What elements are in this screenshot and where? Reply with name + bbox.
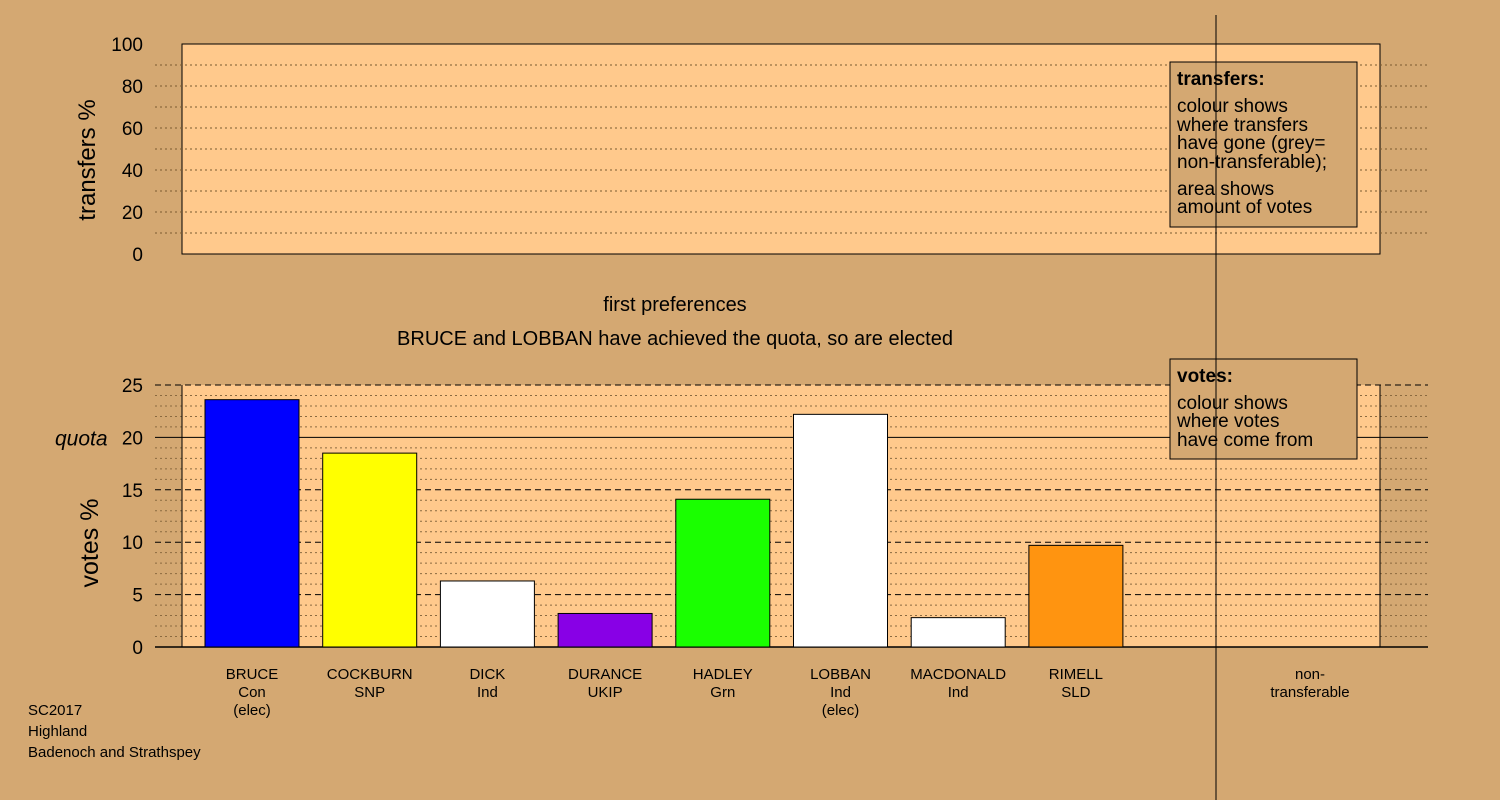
transfers-y-ticks: 0 20 40 60 80 100: [111, 35, 143, 266]
transfers-y-axis-label: transfers %: [74, 99, 101, 220]
y-tick-label: 0: [132, 245, 143, 266]
category-label: Con: [238, 684, 266, 701]
transfers-legend-title: transfers:: [1177, 69, 1265, 90]
transfers-legend-line: non-transferable);: [1177, 152, 1327, 173]
y-tick-label: 20: [122, 428, 143, 449]
bar-cockburn: [322, 452, 418, 648]
transfers-legend-line: have gone (grey=: [1177, 133, 1325, 154]
category-label: (elec): [822, 702, 860, 719]
category-label: (elec): [233, 702, 271, 719]
votes-legend-line: colour shows: [1177, 393, 1288, 414]
transfers-panel: 0 20 40 60 80 100 transfers % transfers: colo…: [74, 35, 1428, 266]
ward-name: Badenoch and Strathspey: [28, 744, 201, 761]
non-transferable-label: transferable: [1270, 684, 1349, 701]
chart-subtitle: BRUCE and LOBBAN have achieved the quota…: [397, 328, 953, 350]
transfers-legend-line: colour shows: [1177, 96, 1288, 117]
transfers-legend: transfers: colour shows where transfers …: [1169, 61, 1358, 228]
votes-legend-line: have come from: [1177, 430, 1313, 451]
chart-title: first preferences: [603, 294, 746, 316]
votes-y-axis-label: votes %: [76, 499, 104, 588]
category-label: BRUCE: [226, 666, 279, 683]
category-label: Ind: [830, 684, 851, 701]
y-tick-label: 25: [122, 376, 143, 397]
bar-macdonald: [910, 617, 1006, 648]
votes-legend-title: votes:: [1177, 366, 1233, 387]
transfers-legend-line: area shows: [1177, 179, 1274, 200]
council-name: Highland: [28, 723, 88, 740]
bar-bruce: [204, 399, 300, 648]
votes-legend-line: where votes: [1176, 411, 1279, 432]
category-label: Grn: [710, 684, 735, 701]
category-label: RIMELL: [1049, 666, 1103, 683]
quota-label: quota: [55, 427, 108, 450]
votes-y-ticks: 0 5 10 15 20 25: [122, 376, 143, 659]
category-label: HADLEY: [693, 666, 753, 683]
category-label: UKIP: [588, 684, 623, 701]
votes-legend-box: [1169, 358, 1358, 460]
y-tick-label: 80: [122, 77, 143, 98]
transfers-legend-box: [1169, 61, 1358, 228]
y-tick-label: 0: [132, 638, 143, 659]
votes-legend: votes: colour shows where votes have com…: [1169, 358, 1358, 460]
y-tick-label: 100: [111, 35, 143, 56]
category-label: Ind: [948, 684, 969, 701]
bar-hadley: [675, 498, 771, 648]
category-label: DICK: [469, 666, 505, 683]
transfers-legend-line: amount of votes: [1177, 197, 1312, 218]
category-label: SNP: [354, 684, 385, 701]
y-tick-label: 15: [122, 481, 143, 502]
votes-category-labels: BRUCECon(elec)COCKBURNSNPDICKIndDURANCEU…: [226, 666, 1103, 719]
non-transferable-label: non-: [1295, 666, 1325, 683]
transfers-legend-line: where transfers: [1176, 115, 1308, 136]
bar-dick: [439, 580, 535, 648]
y-tick-label: 40: [122, 161, 143, 182]
category-label: SLD: [1061, 684, 1090, 701]
bar-durance: [557, 612, 653, 648]
y-tick-label: 10: [122, 533, 143, 554]
election-id: SC2017: [28, 702, 83, 719]
category-label: COCKBURN: [327, 666, 413, 683]
y-tick-label: 60: [122, 119, 143, 140]
votes-bars: [204, 399, 1124, 648]
category-label: Ind: [477, 684, 498, 701]
bar-lobban: [793, 413, 888, 648]
y-tick-label: 5: [132, 586, 143, 607]
category-label: LOBBAN: [810, 666, 871, 683]
bar-rimell: [1028, 544, 1124, 648]
y-tick-label: 20: [122, 203, 143, 224]
category-label: DURANCE: [568, 666, 642, 683]
constituency-footer: SC2017 Highland Badenoch and Strathspey: [28, 700, 201, 763]
category-label: MACDONALD: [910, 666, 1006, 683]
